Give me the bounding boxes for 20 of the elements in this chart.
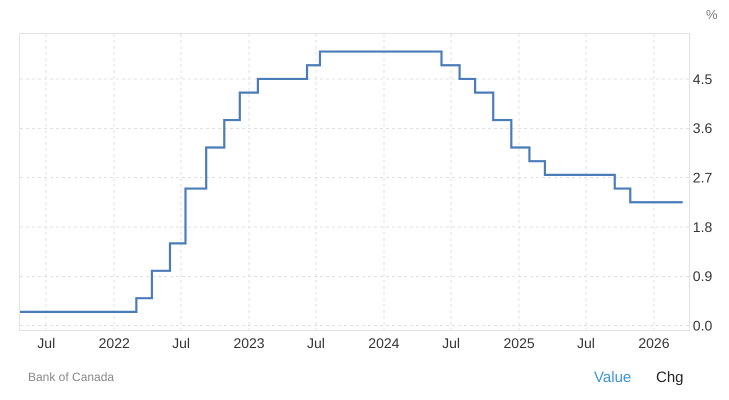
x-tick-label: Jul xyxy=(37,334,56,351)
x-tick-label: 2022 xyxy=(98,334,130,351)
x-tick-label: Jul xyxy=(442,334,460,351)
x-tick-label: Jul xyxy=(576,334,595,351)
y-tick-label: 0.0 xyxy=(692,318,712,334)
y-tick-label: 0.9 xyxy=(692,268,712,284)
x-tick-label: 2024 xyxy=(368,334,400,351)
x-tick-label: 2025 xyxy=(503,334,535,351)
y-tick-label: 4.5 xyxy=(692,70,712,87)
y-tick-label: 3.6 xyxy=(692,120,712,136)
text: Bank of Canada xyxy=(28,370,114,384)
y-tick-label: 2.7 xyxy=(692,170,712,186)
y-tick-label: 1.8 xyxy=(692,218,712,235)
x-tick-label: 2023 xyxy=(233,334,265,351)
text: Value xyxy=(594,369,632,386)
x-tick-label: 2026 xyxy=(638,334,670,351)
x-tick-label: Jul xyxy=(306,334,325,351)
y-axis-title: % xyxy=(706,7,718,22)
x-tick-label: Jul xyxy=(172,334,190,351)
text: Chg xyxy=(656,369,684,386)
